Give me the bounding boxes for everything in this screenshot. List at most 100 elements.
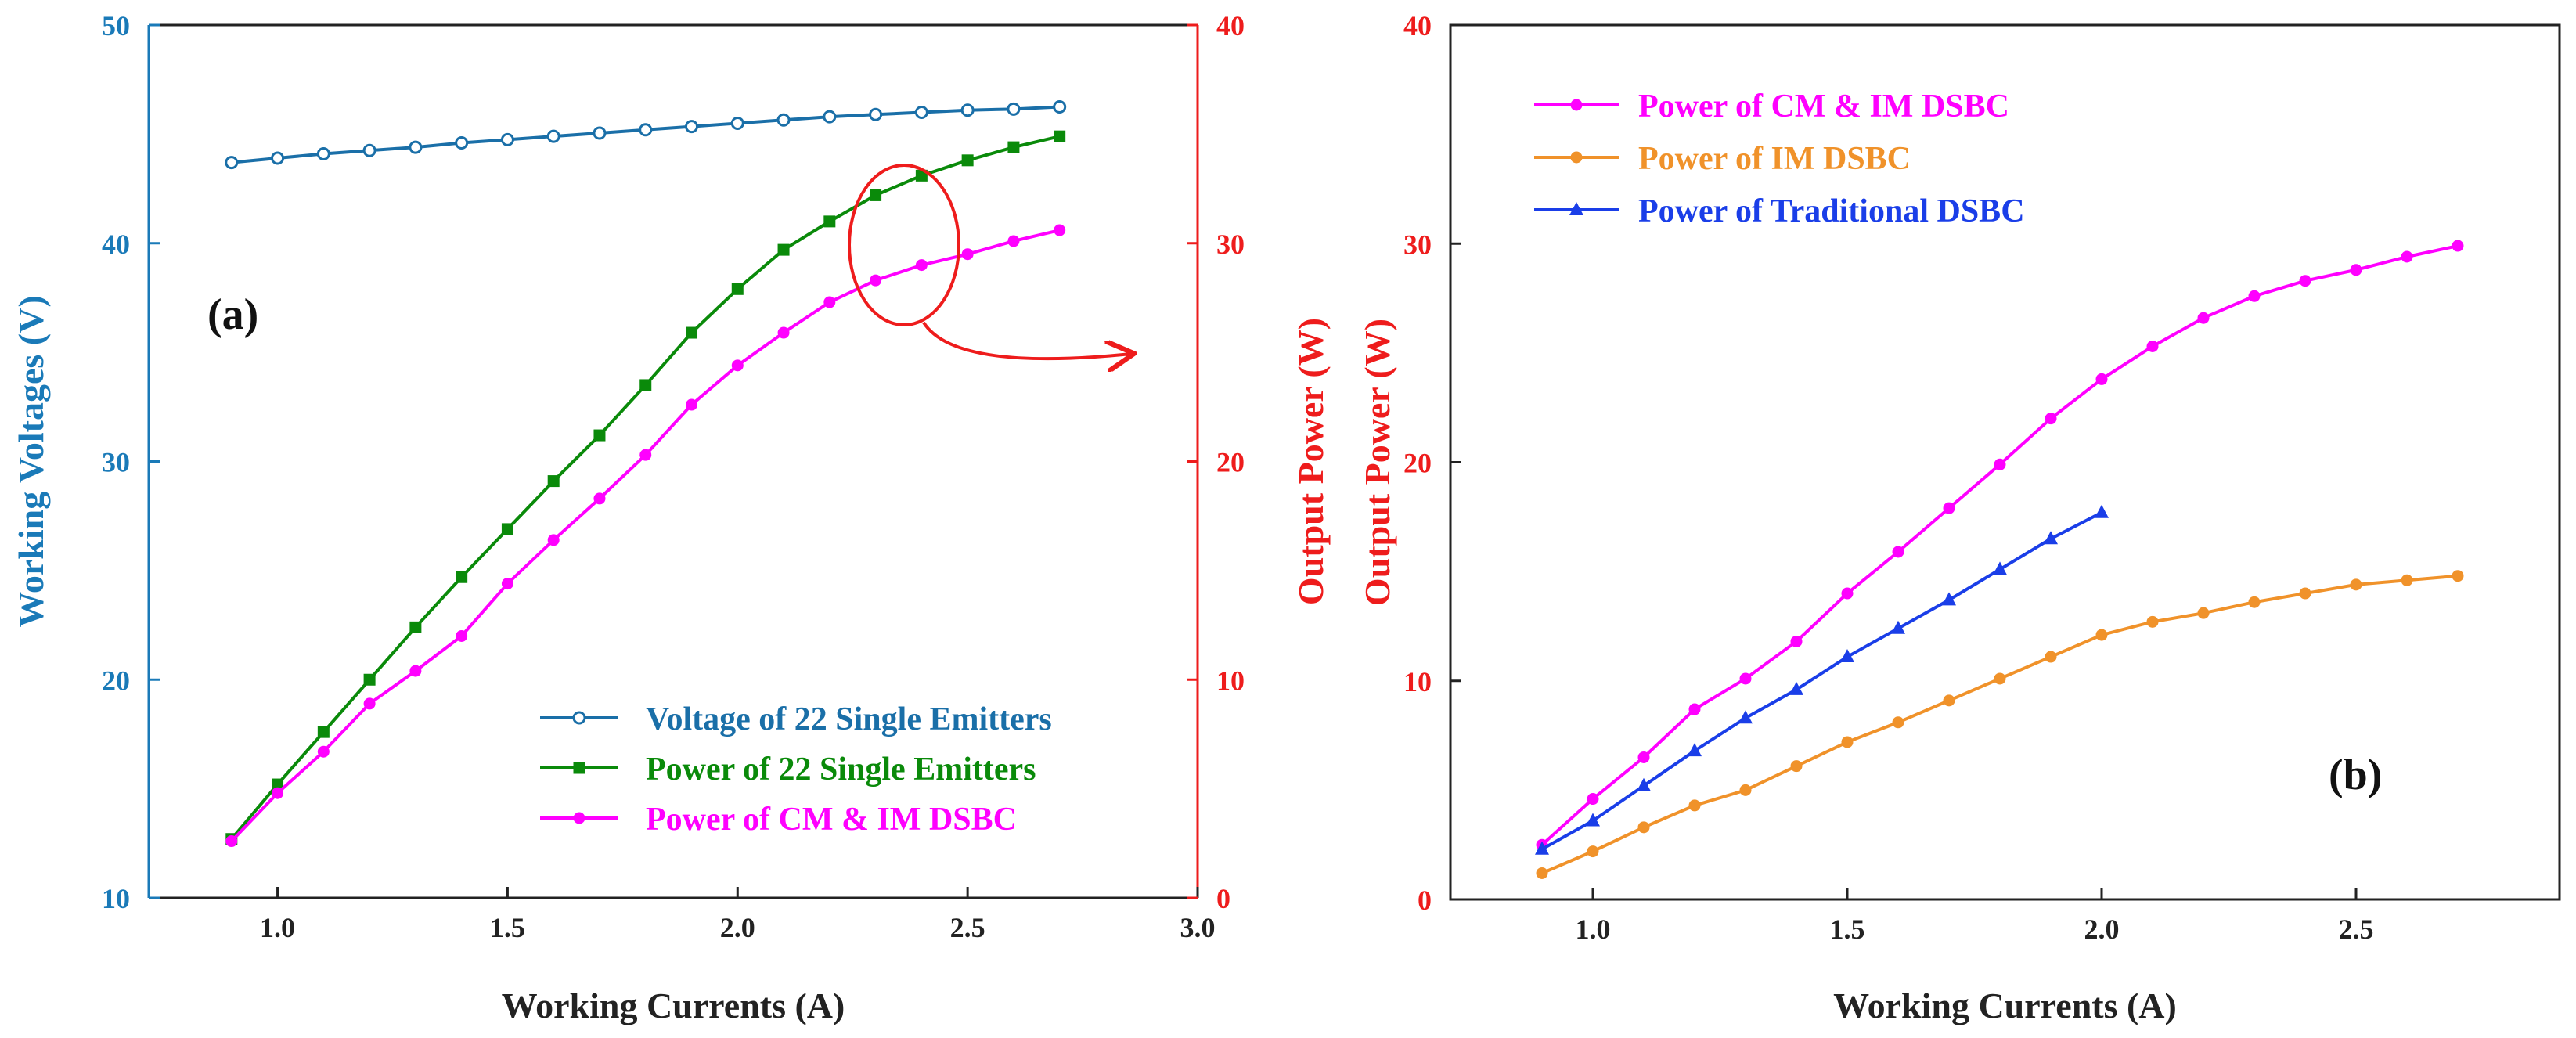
panel-a-data-point (639, 379, 652, 391)
panel-a-legend-marker (573, 762, 585, 774)
panel-a-data-point (225, 156, 239, 170)
panel-b-data-point (1942, 592, 1956, 606)
panel-a-legend-marker (572, 711, 586, 725)
panel-a-data-point (501, 523, 513, 535)
panel-b-data-point (1587, 793, 1599, 806)
panel-a-data-point (593, 492, 606, 505)
panel-b-y-tick-label: 10 (1403, 666, 1432, 697)
panel-a-data-point (547, 475, 560, 488)
panel-a-data-point (1007, 102, 1021, 116)
panel-a-data-point (500, 132, 514, 146)
panel-b-data-point (1688, 799, 1701, 812)
panel-a-data-point (1007, 141, 1020, 153)
panel-b-legend-label: Power of IM DSBC (1638, 141, 1911, 177)
panel-b-data-point (2350, 264, 2362, 276)
panel-a-data-point (870, 189, 882, 201)
panel-a-data-point (731, 283, 744, 295)
panel-b-data-point (2452, 240, 2464, 252)
panel-a-label: (a) (207, 290, 258, 339)
panel-b-legend-marker (1569, 202, 1583, 215)
panel-a-legend-marker (573, 812, 585, 824)
panel-a-x-tick-label: 1.0 (260, 912, 295, 943)
panel-a-data-point (455, 136, 469, 150)
panel-a-data-point (456, 571, 468, 583)
panel-a-data-point (915, 259, 928, 272)
panel-a-data-point (960, 103, 975, 117)
panel-a-data-point (362, 143, 376, 157)
panel-a-y-left-tick-label: 10 (102, 883, 130, 914)
panel-a-y-right-tick-label: 0 (1216, 883, 1230, 914)
panel-b-data-point (2045, 413, 2057, 425)
panel-b-y-tick-label: 0 (1418, 885, 1432, 916)
panel-a-data-point (870, 274, 882, 287)
panel-b-series-line-3 (1541, 510, 2102, 851)
panel-b-data-point (1738, 710, 1753, 724)
panel-b-x-axis-title: Working Currents (A) (1833, 986, 2177, 1025)
panel-a-legend-label: Power of CM & IM DSBC (646, 802, 1017, 838)
panel-a-x-tick-label: 2.0 (720, 912, 755, 943)
panel-b-data-point (1739, 784, 1752, 796)
panel-a-chart: 1.0 1.5 2.0 2.5 3.0 10 20 30 40 50 0 10 20 30 40 Workin… (11, 10, 1331, 1025)
panel-a-data-point (1054, 224, 1066, 236)
panel-b-data-point (1891, 620, 1905, 634)
panel-a-data-point (777, 326, 790, 339)
panel-b-data-point (2452, 570, 2464, 582)
panel-a-data-point (363, 697, 376, 710)
panel-a-x-tick-label: 2.5 (950, 912, 985, 943)
panel-a-data-point (823, 215, 836, 228)
panel-a-data-point (730, 116, 744, 130)
panel-b-legend-label: Power of CM & IM DSBC (1638, 88, 2009, 124)
panel-a-series-line-3 (230, 229, 1061, 842)
panel-b-data-point (1994, 672, 2006, 685)
panel-a-data-point (776, 113, 791, 127)
panel-a-y-right-tick-label: 30 (1216, 229, 1245, 260)
panel-a-data-point (501, 578, 513, 590)
panel-b-legend-label: Power of Traditional DSBC (1638, 193, 2025, 229)
panel-b-x-tick-label: 1.5 (1830, 914, 1865, 945)
panel-a-y-left-axis-title: Working Voltages (V) (11, 295, 51, 627)
panel-b-data-point (1586, 813, 1600, 827)
panel-b-data-point (1993, 561, 2007, 575)
panel-b-data-point (2044, 531, 2058, 545)
panel-b-legend-marker (1570, 151, 1583, 164)
panel-b-data-point (1637, 777, 1651, 791)
panel-a-data-point (639, 123, 653, 137)
panel-a-data-point (823, 110, 837, 124)
panel-a-annotation-arrow (922, 321, 1131, 359)
panel-b-data-point (1637, 821, 1650, 834)
panel-a-data-point (685, 120, 699, 134)
panel-b-x-tick-label: 2.0 (2084, 914, 2120, 945)
panel-a-data-point (225, 835, 238, 848)
panel-b-data-point (1637, 751, 1650, 763)
panel-b-data-point (1892, 546, 1904, 558)
panel-b-y-tick-label: 40 (1403, 10, 1432, 41)
panel-b-data-point (2095, 373, 2108, 385)
panel-a-data-point (546, 129, 560, 143)
panel-b-data-point (1790, 760, 1803, 773)
panel-b-data-point (2248, 596, 2261, 608)
panel-b-x-tick-label: 2.5 (2339, 914, 2374, 945)
panel-a-data-point (363, 673, 376, 686)
panel-a-data-point (1053, 100, 1067, 114)
panel-a-annotation-ellipse (848, 164, 960, 326)
panel-b-data-point (1536, 867, 1548, 879)
panel-b-data-point (2197, 607, 2210, 619)
panel-a-data-point (593, 429, 606, 442)
panel-a-data-point (1054, 130, 1066, 142)
panel-b-data-point (1943, 694, 1955, 707)
panel-b-data-point (2197, 312, 2210, 324)
panel-a-y-left-tick-label: 50 (102, 10, 130, 41)
panel-b-data-point (1739, 672, 1752, 685)
panel-b-data-point (1841, 587, 1854, 600)
panel-b-data-point (2248, 290, 2261, 302)
panel-a-data-point (272, 787, 284, 799)
panel-a-data-point (823, 296, 836, 308)
panel-a-data-point (409, 140, 423, 154)
panel-b-data-point (1892, 716, 1904, 729)
panel-b-data-point (2045, 651, 2057, 663)
panel-b-data-point (2146, 340, 2159, 352)
panel-b-data-point (1943, 502, 1955, 514)
panel-b-data-point (2401, 574, 2413, 586)
panel-a-data-point (777, 243, 790, 256)
